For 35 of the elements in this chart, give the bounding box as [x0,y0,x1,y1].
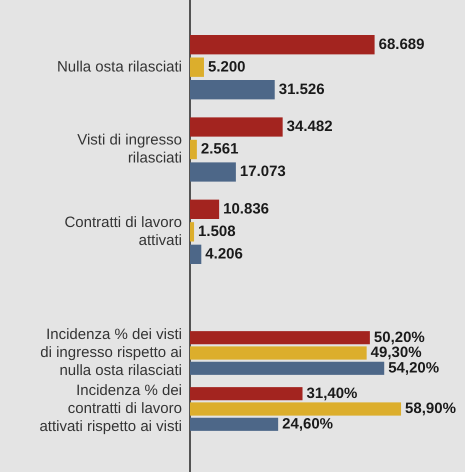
y-tick-label: Incidenza % dei contratti di lavoro attivati rispetto ai visti [39,382,182,436]
bar [190,117,283,137]
data-label: 31,40% [306,384,358,402]
y-tick-label: Nulla osta rilasciati [56,58,182,76]
data-label: 54,20% [388,359,440,376]
data-label: 31.526 [278,80,325,98]
bar [190,331,370,344]
data-label: 10.836 [223,200,270,218]
bar [190,222,194,242]
data-label: 1.508 [198,222,236,240]
data-label: 2.561 [200,140,238,158]
data-label: 34.482 [286,118,333,136]
data-label: 24,60% [282,415,334,432]
bar [190,162,236,182]
data-label: 5.200 [208,58,246,76]
bar [190,402,402,416]
y-tick-label: Visti di ingresso rilasciati [77,132,182,167]
bar [190,362,384,375]
bar [190,200,220,220]
data-label: 4.206 [205,245,243,262]
bar [190,140,197,160]
bar [190,418,278,431]
bar [190,346,367,360]
bar [190,80,275,100]
y-tick-label: Contratti di lavoro attivati [64,214,182,249]
data-label: 68.689 [378,36,424,53]
bar [190,57,204,77]
y-tick-label: Incidenza % dei visti di ingresso rispetto ai nulla osta rilasciati [40,326,182,380]
data-label: 49,30% [370,344,422,362]
bar [190,34,375,54]
data-label: 58,90% [405,400,456,418]
data-label: 17.073 [240,163,286,180]
bar [190,244,202,264]
bar [190,387,303,400]
data-label: 50,20% [374,328,425,346]
